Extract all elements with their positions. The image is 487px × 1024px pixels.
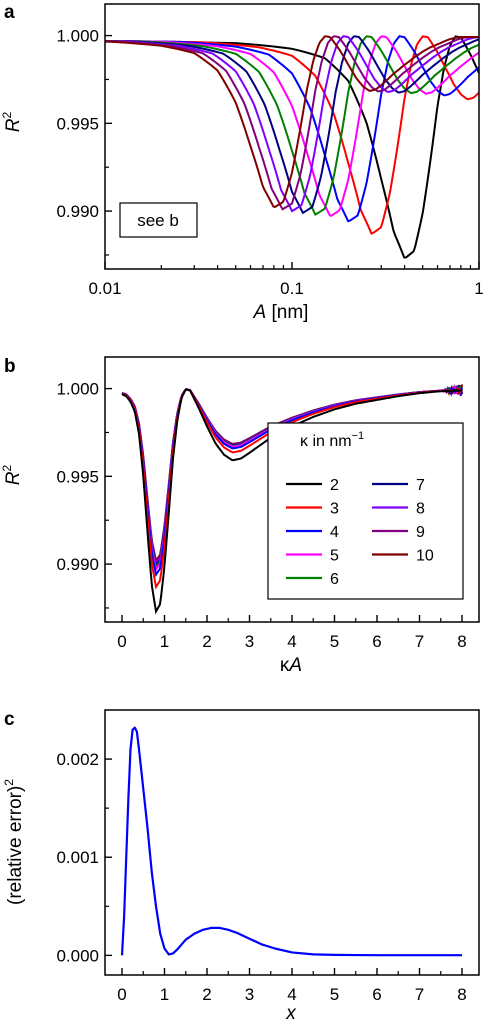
panel-c-ticks: 0 1 2 3 4 5 6 7 8 0.000 0.001 0.002 — [56, 750, 466, 1004]
a-ytick-label: 0.995 — [56, 114, 99, 133]
legend-label-4: 4 — [330, 524, 339, 541]
curve-a-kappa-10 — [104, 35, 479, 209]
b-xtick-label: 6 — [372, 632, 381, 651]
c-ytick-label: 0.002 — [56, 750, 99, 769]
c-ylabel-text: (relative error)2 — [2, 779, 26, 905]
panel-b-ticks: 0 1 2 3 4 5 6 7 8 0.990 0.995 1.000 — [56, 380, 466, 651]
c-xtick-label: 8 — [457, 985, 466, 1004]
legend-label-5: 5 — [330, 548, 339, 565]
c-xtick-label: 0 — [117, 985, 126, 1004]
c-xtick-label: 6 — [372, 985, 381, 1004]
see-b-note: see b — [137, 211, 179, 230]
b-ytick-label: 0.990 — [56, 555, 99, 574]
panel-a: a R2 0.01 0.1 1 0.990 0.995 1.000 A [nm] see … — [0, 2, 484, 323]
b-xtick-label: 1 — [160, 632, 169, 651]
legend-box — [267, 422, 464, 600]
b-xtick-label: 4 — [287, 632, 296, 651]
panel-b: b R2 0 1 2 3 4 5 6 7 8 0.990 0.995 1.000 κA κ in nm… — [0, 356, 480, 676]
b-xtick-label: 5 — [330, 632, 339, 651]
b-xtick-label: 2 — [202, 632, 211, 651]
a-ylabel-text: R2 — [0, 111, 24, 132]
legend-label-6: 6 — [330, 571, 339, 588]
c-ytick-label: 0.000 — [56, 946, 99, 965]
a-ytick-label: 1.000 — [56, 27, 99, 46]
b-ytick-label: 1.000 — [56, 380, 99, 399]
b-ylabel-text: R2 — [0, 464, 24, 485]
legend-label-7: 7 — [416, 477, 425, 494]
curve-a-kappa-8 — [104, 35, 480, 213]
c-xtick-label: 4 — [287, 985, 296, 1004]
panel-a-letter: a — [4, 2, 15, 23]
panel-c-curves — [120, 726, 462, 957]
panel-b-xlabel: κA — [280, 655, 302, 676]
a-ytick-label: 0.990 — [56, 202, 99, 221]
c-xtick-label: 5 — [330, 985, 339, 1004]
a-xtick-label: 0.01 — [88, 279, 121, 298]
panel-a-curves — [104, 35, 480, 259]
a-xtick-label: 0.1 — [280, 279, 304, 298]
c-ytick-label: 0.001 — [56, 848, 99, 867]
c-xtick-label: 7 — [415, 985, 424, 1004]
b-xtick-label: 7 — [415, 632, 424, 651]
b-xtick-label: 8 — [457, 632, 466, 651]
curve-a-kappa-7 — [104, 35, 480, 215]
panel-b-ylabel: R2 — [0, 464, 24, 485]
c-xtick-label: 3 — [245, 985, 254, 1004]
panel-c-letter: c — [4, 709, 15, 730]
panel-c-xlabel: x — [285, 1003, 297, 1024]
b-xtick-label: 0 — [117, 632, 126, 651]
curve-a-kappa-6 — [104, 35, 480, 217]
legend-label-10: 10 — [416, 548, 434, 565]
see-b-box — [119, 202, 198, 238]
curve-a-kappa-9 — [104, 35, 479, 211]
panel-c-ylabel: (relative error)2 — [2, 779, 26, 905]
legend-label-8: 8 — [416, 501, 425, 518]
b-xtick-label: 3 — [245, 632, 254, 651]
c-xtick-label: 1 — [160, 985, 169, 1004]
a-xtick-label: 1 — [474, 279, 483, 298]
legend-label-3: 3 — [330, 501, 339, 518]
panel-a-ylabel: R2 — [0, 111, 24, 132]
panel-b-legend: κ in nm−1 2 3 4 5 6 7 8 9 10 — [267, 422, 464, 600]
panel-c: c (relative error)2 0 1 2 3 4 5 6 7 80.0000.0010… — [2, 709, 480, 1024]
legend-title: κ in nm−1 — [300, 430, 364, 450]
b-ytick-label: 0.995 — [56, 467, 99, 486]
legend-label-9: 9 — [416, 524, 425, 541]
panel-a-xlabel: A [nm] — [253, 302, 309, 323]
c-xtick-label: 2 — [202, 985, 211, 1004]
panel-a-ticks: 0.01 0.1 1 0.990 0.995 1.000 — [56, 27, 483, 298]
curve-c — [120, 726, 462, 957]
legend-label-2: 2 — [330, 477, 339, 494]
panel-b-letter: b — [4, 356, 16, 377]
